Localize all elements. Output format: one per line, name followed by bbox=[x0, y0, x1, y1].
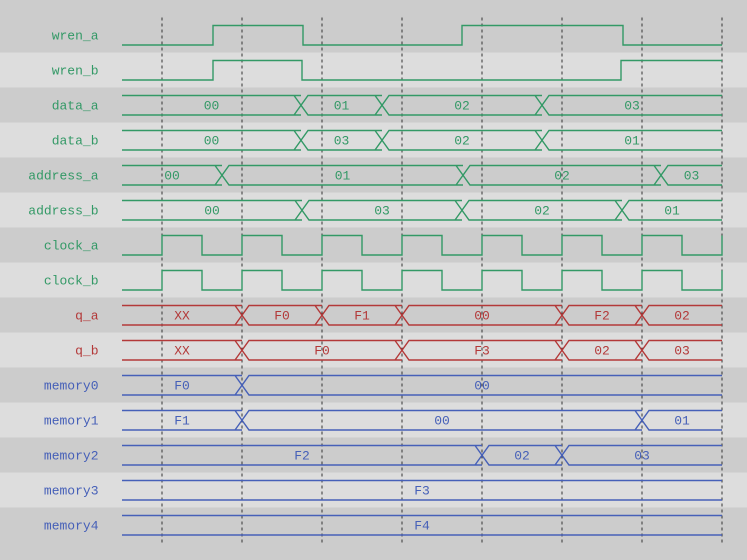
svg-text:F3: F3 bbox=[474, 344, 490, 359]
svg-text:clock_b: clock_b bbox=[44, 274, 99, 289]
svg-text:03: 03 bbox=[684, 169, 700, 184]
svg-text:03: 03 bbox=[374, 204, 390, 219]
svg-text:memory3: memory3 bbox=[44, 484, 99, 499]
svg-text:01: 01 bbox=[334, 99, 350, 114]
svg-text:wren_a: wren_a bbox=[52, 29, 99, 44]
svg-text:XX: XX bbox=[174, 344, 190, 359]
svg-text:F2: F2 bbox=[594, 309, 610, 324]
svg-text:02: 02 bbox=[454, 134, 470, 149]
svg-text:F3: F3 bbox=[414, 484, 430, 499]
svg-text:memory0: memory0 bbox=[44, 379, 99, 394]
svg-text:00: 00 bbox=[204, 134, 220, 149]
svg-text:F0: F0 bbox=[274, 309, 290, 324]
svg-text:memory4: memory4 bbox=[44, 519, 99, 534]
svg-text:01: 01 bbox=[624, 134, 640, 149]
svg-text:03: 03 bbox=[634, 449, 650, 464]
svg-text:02: 02 bbox=[674, 309, 690, 324]
svg-text:q_a: q_a bbox=[75, 309, 99, 324]
svg-text:F1: F1 bbox=[174, 414, 190, 429]
svg-text:F0: F0 bbox=[174, 379, 190, 394]
svg-text:02: 02 bbox=[554, 169, 570, 184]
svg-text:F1: F1 bbox=[354, 309, 370, 324]
svg-text:00: 00 bbox=[204, 204, 220, 219]
svg-text:02: 02 bbox=[534, 204, 550, 219]
svg-text:memory2: memory2 bbox=[44, 449, 99, 464]
svg-text:01: 01 bbox=[664, 204, 680, 219]
svg-text:01: 01 bbox=[674, 414, 690, 429]
svg-text:F0: F0 bbox=[314, 344, 330, 359]
svg-text:00: 00 bbox=[204, 99, 220, 114]
svg-text:02: 02 bbox=[594, 344, 610, 359]
svg-text:memory1: memory1 bbox=[44, 414, 99, 429]
svg-text:q_b: q_b bbox=[75, 344, 98, 359]
svg-text:address_b: address_b bbox=[28, 204, 98, 219]
svg-text:00: 00 bbox=[474, 379, 490, 394]
svg-text:address_a: address_a bbox=[28, 169, 98, 184]
svg-text:clock_a: clock_a bbox=[44, 239, 99, 254]
svg-text:00: 00 bbox=[164, 169, 180, 184]
svg-text:03: 03 bbox=[674, 344, 690, 359]
svg-text:F4: F4 bbox=[414, 519, 430, 534]
svg-text:data_b: data_b bbox=[52, 134, 99, 149]
svg-text:02: 02 bbox=[514, 449, 530, 464]
svg-text:00: 00 bbox=[474, 309, 490, 324]
svg-text:00: 00 bbox=[434, 414, 450, 429]
svg-text:02: 02 bbox=[454, 99, 470, 114]
svg-text:data_a: data_a bbox=[52, 99, 99, 114]
svg-text:03: 03 bbox=[624, 99, 640, 114]
svg-text:wren_b: wren_b bbox=[52, 64, 99, 79]
svg-text:03: 03 bbox=[334, 134, 350, 149]
svg-text:F2: F2 bbox=[294, 449, 310, 464]
svg-text:01: 01 bbox=[335, 169, 351, 184]
svg-text:XX: XX bbox=[174, 309, 190, 324]
